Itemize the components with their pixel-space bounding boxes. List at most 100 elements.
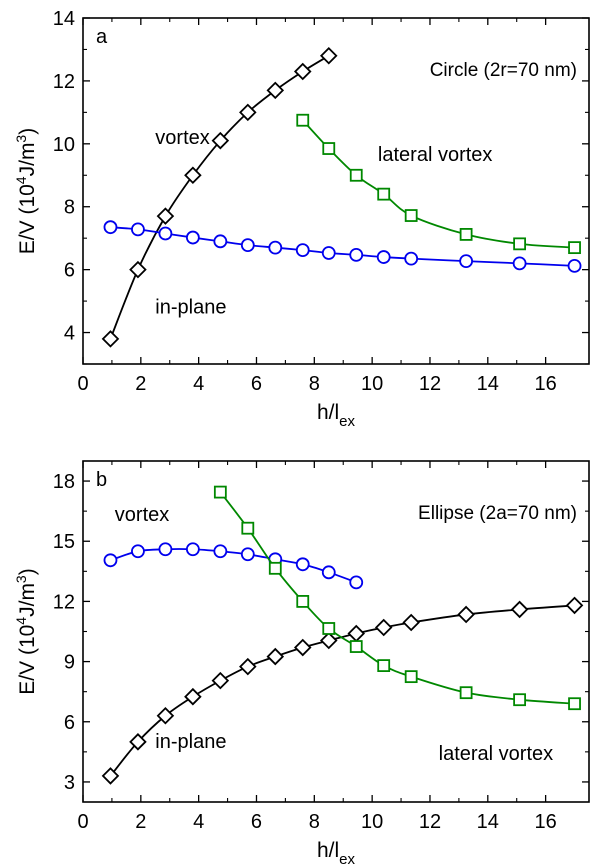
y-tick-label: 8 [64, 197, 75, 219]
data-point [404, 251, 419, 266]
data-point [510, 600, 529, 619]
data-point [239, 103, 257, 122]
series-black-diamond [101, 46, 338, 348]
data-point [185, 230, 200, 245]
data-point [158, 226, 173, 241]
data-point [293, 62, 312, 81]
data-point [213, 544, 228, 559]
y-tick-label: 18 [53, 471, 75, 493]
data-point [103, 553, 118, 568]
data-point [268, 561, 282, 575]
y-axis-label-ylabel-sup2: 3 [13, 135, 29, 143]
data-point [404, 670, 418, 684]
data-point [184, 166, 202, 185]
data-point [349, 575, 364, 590]
series-blue-circle [103, 220, 582, 273]
data-point [185, 542, 200, 557]
data-point [459, 686, 473, 700]
y-tick-label: 3 [64, 772, 75, 794]
y-tick-label: 9 [64, 652, 75, 674]
data-point [129, 733, 147, 751]
data-point [101, 767, 120, 785]
x-tick-label: 6 [251, 811, 262, 833]
y-tick-label: 6 [64, 260, 75, 282]
data-point [376, 250, 391, 264]
data-point [512, 256, 527, 271]
data-point [101, 330, 120, 348]
y-tick-label: 10 [53, 134, 75, 156]
y-tick-label: 15 [53, 531, 75, 553]
y-axis-label-ylabel-sup: 4 [13, 617, 29, 625]
data-point [156, 207, 175, 225]
y-tick-label: 6 [64, 712, 75, 734]
series-line [302, 119, 575, 249]
x-axis-label-main: h/l [317, 839, 339, 862]
data-point [457, 605, 475, 624]
y-axis-label-ylabel-end: ) [16, 128, 39, 135]
y-axis-label-ylabel-sup: 4 [13, 176, 29, 184]
panel-annotation: Ellipse (2a=70 nm) [418, 503, 577, 524]
data-point [319, 631, 338, 650]
series-blue-circle [103, 542, 364, 590]
x-tick-label: 10 [361, 811, 383, 833]
data-point [377, 659, 391, 672]
data-point [213, 234, 228, 249]
panel-label: a [96, 26, 108, 48]
y-axis-label-ylabel-tail: J/m [16, 583, 39, 617]
data-point [131, 544, 145, 559]
x-tick-label: 12 [419, 373, 441, 395]
data-point [213, 485, 227, 499]
data-point [513, 693, 527, 707]
data-point [158, 542, 173, 557]
x-tick-label: 2 [135, 811, 146, 833]
data-point [266, 81, 285, 100]
series-green-square [296, 113, 581, 255]
y-tick-label: 12 [53, 591, 75, 613]
data-point [402, 613, 420, 632]
panel-annotation: Circle (2r=70 nm) [430, 60, 577, 81]
x-axis-label: h/lex [317, 401, 356, 430]
series-line [110, 226, 575, 267]
data-point [565, 596, 584, 615]
x-tick-label: 2 [135, 373, 146, 395]
y-tick-label: 4 [64, 323, 75, 345]
x-axis-label-sub: ex [339, 851, 355, 866]
data-point [568, 241, 581, 255]
data-point [568, 697, 581, 711]
x-tick-label: 10 [361, 373, 383, 395]
x-axis-label: h/lex [317, 839, 356, 866]
data-point [321, 246, 336, 260]
data-point [459, 228, 473, 241]
data-point [459, 254, 474, 269]
data-point [131, 222, 145, 237]
curve-label: vortex [155, 127, 209, 149]
data-point [349, 247, 364, 262]
x-tick-label: 8 [309, 811, 320, 833]
series-line [110, 548, 357, 584]
curve-label: lateral vortex [378, 144, 493, 166]
x-tick-label: 4 [193, 373, 204, 395]
data-point [321, 565, 336, 580]
data-point [404, 209, 418, 222]
x-tick-label: 14 [477, 811, 499, 833]
x-tick-label: 16 [535, 811, 557, 833]
data-point [211, 131, 230, 150]
x-tick-label: 14 [477, 373, 499, 395]
panel-label: b [96, 469, 107, 491]
series-green-square [213, 485, 581, 711]
data-point [513, 237, 527, 251]
series-black-diamond [101, 596, 584, 785]
y-axis-label-ylabel: E/V (10 [16, 184, 39, 254]
x-tick-label: 0 [77, 811, 88, 833]
y-tick-label: 12 [53, 71, 75, 93]
x-axis-label-sub: ex [339, 413, 355, 430]
y-tick-label: 14 [53, 8, 75, 30]
curve-label: lateral vortex [439, 743, 554, 765]
data-point [374, 618, 393, 637]
x-axis-label-main: h/l [317, 401, 339, 424]
data-point [240, 547, 255, 562]
data-point [296, 595, 310, 608]
